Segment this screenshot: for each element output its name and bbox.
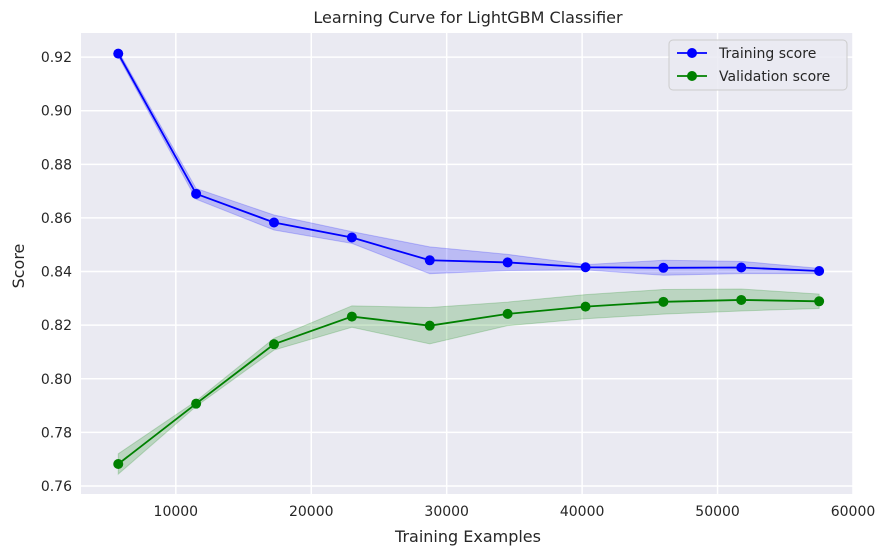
data-point <box>346 311 357 322</box>
y-tick-label: 0.84 <box>41 265 72 281</box>
data-point <box>346 232 357 243</box>
y-tick-label: 0.78 <box>41 425 72 441</box>
y-tick-label: 0.76 <box>41 479 72 495</box>
series-lines <box>113 48 825 469</box>
data-point <box>113 458 124 469</box>
confidence-band <box>117 288 820 476</box>
x-tick-label: 60000 <box>831 504 876 520</box>
x-axis-title: Training Examples <box>394 527 541 546</box>
y-tick-label: 0.80 <box>41 372 72 388</box>
chart-title: Learning Curve for LightGBM Classifier <box>313 8 623 27</box>
data-point <box>814 266 825 277</box>
legend-marker <box>687 48 697 58</box>
data-point <box>658 262 669 273</box>
y-tick-label: 0.86 <box>41 211 72 227</box>
data-point <box>191 398 202 409</box>
data-point <box>658 296 669 307</box>
data-point <box>814 296 825 307</box>
y-tick-label: 0.88 <box>41 157 72 173</box>
x-tick-label: 10000 <box>154 504 199 520</box>
y-axis-ticks: 0.76 0.78 0.80 0.82 0.84 0.86 0.88 0.90 0.92 <box>41 50 72 495</box>
data-point <box>736 294 747 305</box>
y-axis-title: Score <box>9 244 28 289</box>
data-point <box>736 262 747 273</box>
legend: Training score Validation score <box>668 39 848 91</box>
grid-lines <box>81 33 854 494</box>
y-tick-label: 0.82 <box>41 318 72 334</box>
data-point <box>502 308 513 319</box>
x-tick-label: 20000 <box>289 504 334 520</box>
y-tick-label: 0.90 <box>41 104 72 120</box>
legend-marker <box>687 71 697 81</box>
legend-label: Validation score <box>719 69 830 85</box>
x-tick-label: 50000 <box>695 504 740 520</box>
data-point <box>424 255 435 266</box>
x-tick-label: 40000 <box>560 504 605 520</box>
legend-box <box>668 39 848 91</box>
series-line <box>117 53 820 272</box>
series-line <box>117 299 820 465</box>
data-point <box>580 262 591 273</box>
data-point <box>502 257 513 268</box>
data-point <box>191 188 202 199</box>
plot-background <box>81 33 853 494</box>
x-axis-ticks: 10000 20000 30000 40000 50000 60000 <box>154 504 876 520</box>
data-point <box>269 339 279 350</box>
data-point <box>424 320 435 331</box>
data-point <box>113 48 124 59</box>
data-point <box>580 301 591 312</box>
y-tick-label: 0.92 <box>41 50 72 66</box>
data-point <box>269 217 279 228</box>
legend-label: Training score <box>718 46 816 62</box>
x-tick-label: 30000 <box>424 504 469 520</box>
